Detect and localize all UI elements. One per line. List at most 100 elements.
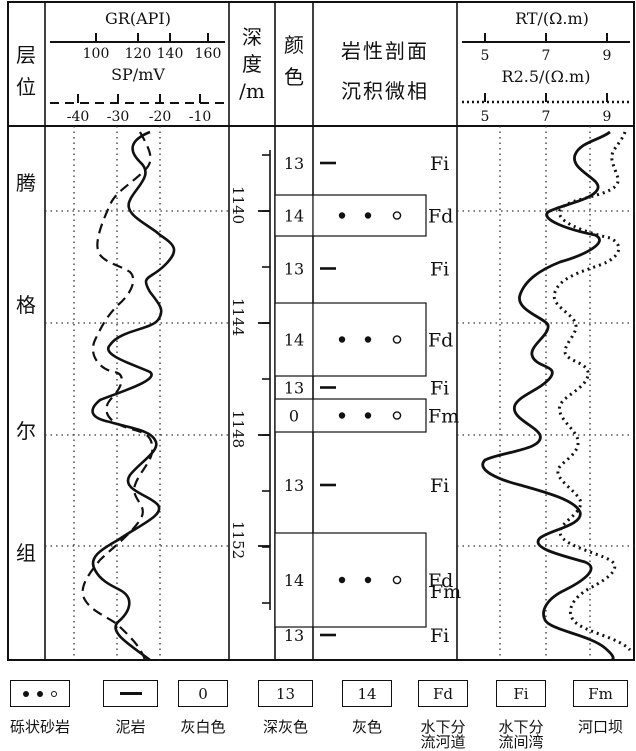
pebble-dot xyxy=(364,412,372,419)
interval-5: 13 Fi xyxy=(284,378,449,400)
lithology-title: 岩性剖面 xyxy=(341,39,429,63)
pebble-dot xyxy=(338,336,346,343)
legend-label-2: 泥岩 xyxy=(115,718,146,736)
formation-char: 格 xyxy=(16,293,36,317)
rt-title: RT/(Ω.m) xyxy=(515,9,589,28)
depth-label: 1152 xyxy=(229,521,247,559)
interval-9: Fm xyxy=(430,581,461,603)
sp-curve xyxy=(81,131,154,661)
interval-7: 13 Fi xyxy=(284,475,449,497)
gr-tick-label: 100 xyxy=(83,46,110,62)
pebble-ring xyxy=(392,575,402,585)
interval-8: 14 Fd xyxy=(274,532,453,628)
depth-label: 1148 xyxy=(229,410,247,448)
facies-code: Fd xyxy=(428,570,453,592)
facies-code: Fm xyxy=(430,581,461,603)
depth-label: 1140 xyxy=(229,186,247,224)
legend-label-6: 水下分 流河道 xyxy=(420,718,466,751)
pebble-ring xyxy=(392,211,402,220)
sp-tick-label: -20 xyxy=(149,109,172,125)
interval-3: 13 Fi xyxy=(284,259,449,281)
pebble-dot xyxy=(338,412,346,419)
rt-ticks: 5 7 9 xyxy=(481,33,612,64)
pebble-dot xyxy=(364,336,372,343)
interval-4: 14 Fd xyxy=(274,302,453,377)
legend-label-1: 砾状砂岩 xyxy=(9,718,70,736)
color-code: 13 xyxy=(284,379,304,398)
r25-tick-label: 9 xyxy=(603,109,612,125)
color-title: 颜色 xyxy=(284,33,304,89)
color-code: 0 xyxy=(289,407,299,426)
facies-code: Fd xyxy=(428,206,453,228)
legend-symbol-8: Fm xyxy=(573,680,628,707)
legend-symbol-7: Fi xyxy=(496,680,546,707)
gr-tick-label: 140 xyxy=(157,46,184,62)
gr-curve xyxy=(91,130,176,662)
legend-symbol-4: 13 xyxy=(258,680,313,707)
formation-char: 尔 xyxy=(16,419,36,443)
color-code: 13 xyxy=(284,260,304,279)
rt-tick-label: 9 xyxy=(603,48,612,64)
legend-label-3: 灰白色 xyxy=(180,718,226,736)
r25-curve xyxy=(552,131,632,652)
facies-title: 沉积微相 xyxy=(341,79,429,103)
color-code: 13 xyxy=(284,626,304,645)
color-code: 13 xyxy=(284,154,304,173)
gr-tick-label: 160 xyxy=(195,46,222,62)
gr-tick-label: 120 xyxy=(125,46,152,62)
sp-title: SP/mV xyxy=(111,65,165,84)
pebble-dot xyxy=(338,212,346,219)
pebble-dot xyxy=(364,212,372,219)
legend-symbol-6: Fd xyxy=(418,680,468,707)
legend-label-4: 深灰色 xyxy=(262,718,308,736)
depth-title: 深度/m xyxy=(239,25,265,103)
log-curves xyxy=(81,130,632,662)
frame xyxy=(7,1,635,661)
gr-ticks: 100 120 140 160 xyxy=(83,33,222,62)
interval-10: 13 Fi xyxy=(284,625,449,647)
rt-tick-label: 7 xyxy=(542,48,551,64)
rt-curve xyxy=(481,130,615,662)
interval-2: 14 Fd xyxy=(274,194,453,237)
legend-label-8: 河口坝 xyxy=(577,718,623,736)
color-code: 14 xyxy=(284,571,304,590)
color-cell xyxy=(274,398,314,433)
sp-tick-label: -10 xyxy=(189,109,212,125)
facies-code: Fm xyxy=(428,406,459,428)
rt-tick-label: 5 xyxy=(481,48,490,64)
color-code: 14 xyxy=(284,207,304,226)
legend-symbol-1 xyxy=(10,680,70,707)
sp-tick-label: -40 xyxy=(67,109,90,125)
pebble-dot xyxy=(338,576,346,584)
color-code: 13 xyxy=(284,476,304,495)
gr-title: GR(API) xyxy=(105,9,171,28)
facies-code: Fi xyxy=(430,625,449,647)
sp-tick-label: -30 xyxy=(107,109,130,125)
depth-label: 1144 xyxy=(229,298,247,336)
facies-code: Fi xyxy=(430,475,449,497)
pebble-dot xyxy=(364,576,372,584)
depth-axis: 1140 1144 1148 1152 xyxy=(229,150,271,610)
legend-label-5: 灰色 xyxy=(351,718,382,736)
color-cell xyxy=(274,194,314,237)
formation-char: 组 xyxy=(16,541,36,565)
pebble-ring xyxy=(392,411,402,420)
legend-symbol-5: 14 xyxy=(342,680,392,707)
r25-tick-label: 5 xyxy=(481,109,490,125)
color-cell xyxy=(274,532,314,628)
color-cell xyxy=(274,302,314,377)
interval-1: 13 Fi xyxy=(284,153,449,175)
formation-char: 腾 xyxy=(16,171,36,195)
r25-title: R2.5/(Ω.m) xyxy=(502,67,591,86)
legend-symbol-3: 0 xyxy=(178,680,228,707)
header-layer: 层位 xyxy=(16,43,36,99)
legend-label-7: 水下分 流间湾 xyxy=(498,718,544,751)
color-code: 14 xyxy=(284,331,304,350)
sp-ticks: -40 -30 -20 -10 xyxy=(67,94,212,125)
r25-tick-label: 7 xyxy=(542,109,551,125)
legend-symbol-2 xyxy=(103,680,158,707)
interval-6: 0 Fm xyxy=(274,398,459,433)
